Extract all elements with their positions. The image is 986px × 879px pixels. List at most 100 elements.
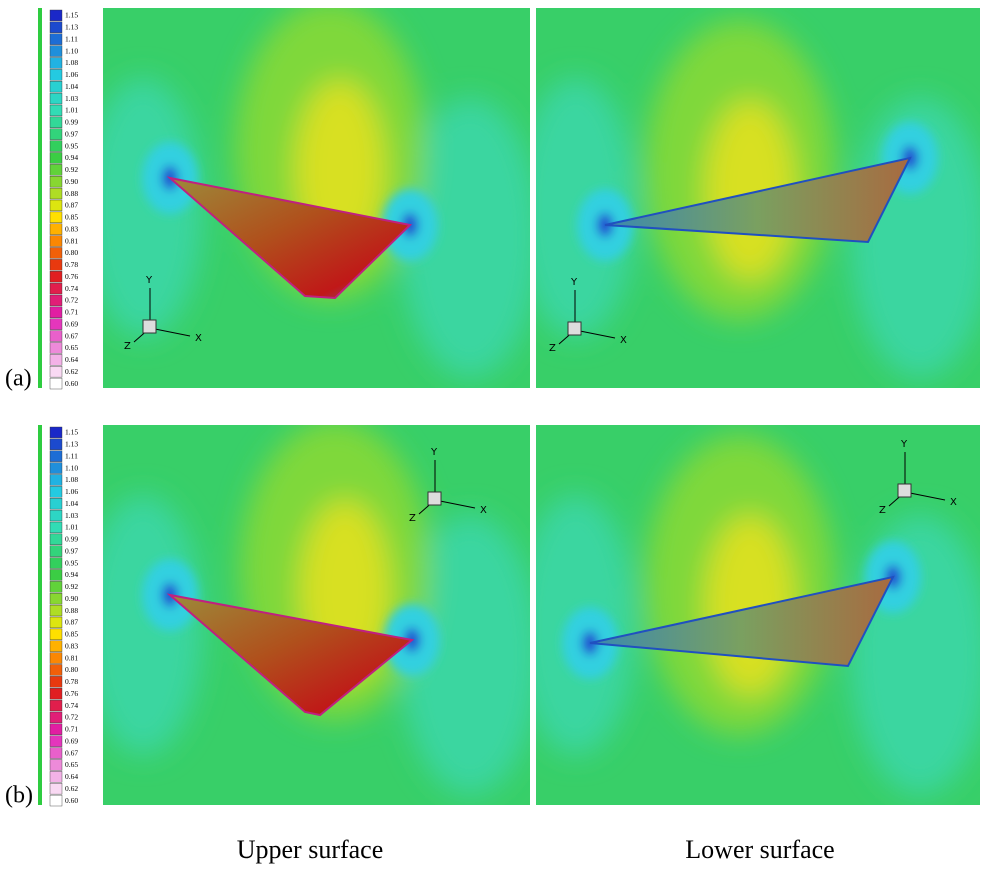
contour-panel [516,8,986,388]
axis-label: X [195,333,202,344]
legend-swatch [50,366,62,377]
legend-label: 0.92 [65,582,78,591]
legend-label: 1.08 [65,58,78,67]
figure: Upper surface Lower surface (a) 1.15 1.13 1… [0,0,986,879]
legend-swatch [50,760,62,771]
legend-label: 0.83 [65,641,78,650]
legend-label: 0.80 [65,248,78,257]
axis-cube [428,492,441,505]
legend-label: 0.62 [65,784,78,793]
axis-cube [143,320,156,333]
legend-label: 0.67 [65,331,78,340]
legend-swatch [50,463,62,474]
legend-label: 1.06 [65,70,78,79]
axis-label: Y [430,447,438,458]
axis-label: Z [549,343,556,354]
legend-label: 1.03 [65,511,78,520]
legend-swatch [50,771,62,782]
legend-label: 0.95 [65,141,78,150]
legend-swatch [50,617,62,628]
legend-swatch [50,378,62,389]
legend-label: 1.06 [65,487,78,496]
axis-label: Y [900,439,908,450]
legend-label: 1.08 [65,475,78,484]
legend-label: 0.71 [65,725,78,734]
row-label: (a) [5,366,32,392]
legend-swatch [50,558,62,569]
legend-swatch [50,10,62,21]
legend-label: 0.90 [65,594,78,603]
axis-label: Z [124,341,131,352]
legend-label: 1.11 [65,451,78,460]
row-label: (b) [5,783,33,809]
legend-label: 0.74 [65,701,78,710]
caption: Lower surface [685,835,834,864]
legend-label: 1.03 [65,94,78,103]
legend-swatch [50,736,62,747]
axis-label: X [620,335,627,346]
axis-label: Z [409,513,416,524]
legend-label: 0.72 [65,713,78,722]
legend-label: 0.81 [65,653,78,662]
legend-label: 1.01 [65,106,78,115]
legend-swatch [50,331,62,342]
legend-label: 0.88 [65,606,78,615]
legend-label: 1.15 [65,428,78,437]
legend-swatch [50,46,62,57]
axis-label: X [950,497,957,508]
legend-swatch [50,665,62,676]
legend-swatch [50,212,62,223]
legend-label: 1.10 [65,463,78,472]
legend-swatch [50,581,62,592]
caption: Upper surface [237,835,384,864]
legend-swatch [50,81,62,92]
legend-swatch [50,795,62,806]
legend-swatch [50,475,62,486]
legend-swatch [50,69,62,80]
legend-swatch [50,248,62,259]
legend-swatch [50,343,62,354]
legend-swatch [50,522,62,533]
legend-swatch [50,546,62,557]
legend-swatch [50,176,62,187]
legend-swatch [50,307,62,318]
legend-swatch [50,451,62,462]
legend-label: 0.64 [65,772,78,781]
legend-swatch [50,22,62,33]
legend-label: 0.95 [65,558,78,567]
legend-label: 0.97 [65,546,78,555]
legend-label: 1.13 [65,23,78,32]
legend-label: 1.10 [65,46,78,55]
legend-label: 1.13 [65,440,78,449]
legend-label: 0.92 [65,165,78,174]
legend-swatch [50,164,62,175]
legend-label: 0.65 [65,760,78,769]
legend-label: 0.78 [65,260,78,269]
legend-label: 0.80 [65,665,78,674]
legend-bar [38,8,42,388]
legend-swatch [50,712,62,723]
legend-swatch [50,295,62,306]
legend-swatch [50,141,62,152]
legend-label: 0.87 [65,618,78,627]
legend-label: 0.99 [65,118,78,127]
legend-swatch [50,188,62,199]
axis-label: Z [879,505,886,516]
legend-label: 1.04 [65,499,78,508]
legend-swatch [50,224,62,235]
legend-swatch [50,58,62,69]
axis-label: Y [570,277,578,288]
contour-panel [83,420,540,805]
legend-swatch [50,283,62,294]
legend-label: 0.64 [65,355,78,364]
legend-label: 0.60 [65,796,78,805]
legend-swatch [50,534,62,545]
axis-cube [898,484,911,497]
legend-swatch [50,153,62,164]
legend-label: 0.76 [65,272,78,281]
legend-label: 0.78 [65,677,78,686]
legend-swatch [50,676,62,687]
contour-panel [516,425,986,805]
legend-label: 0.65 [65,343,78,352]
legend-bar [38,425,42,805]
